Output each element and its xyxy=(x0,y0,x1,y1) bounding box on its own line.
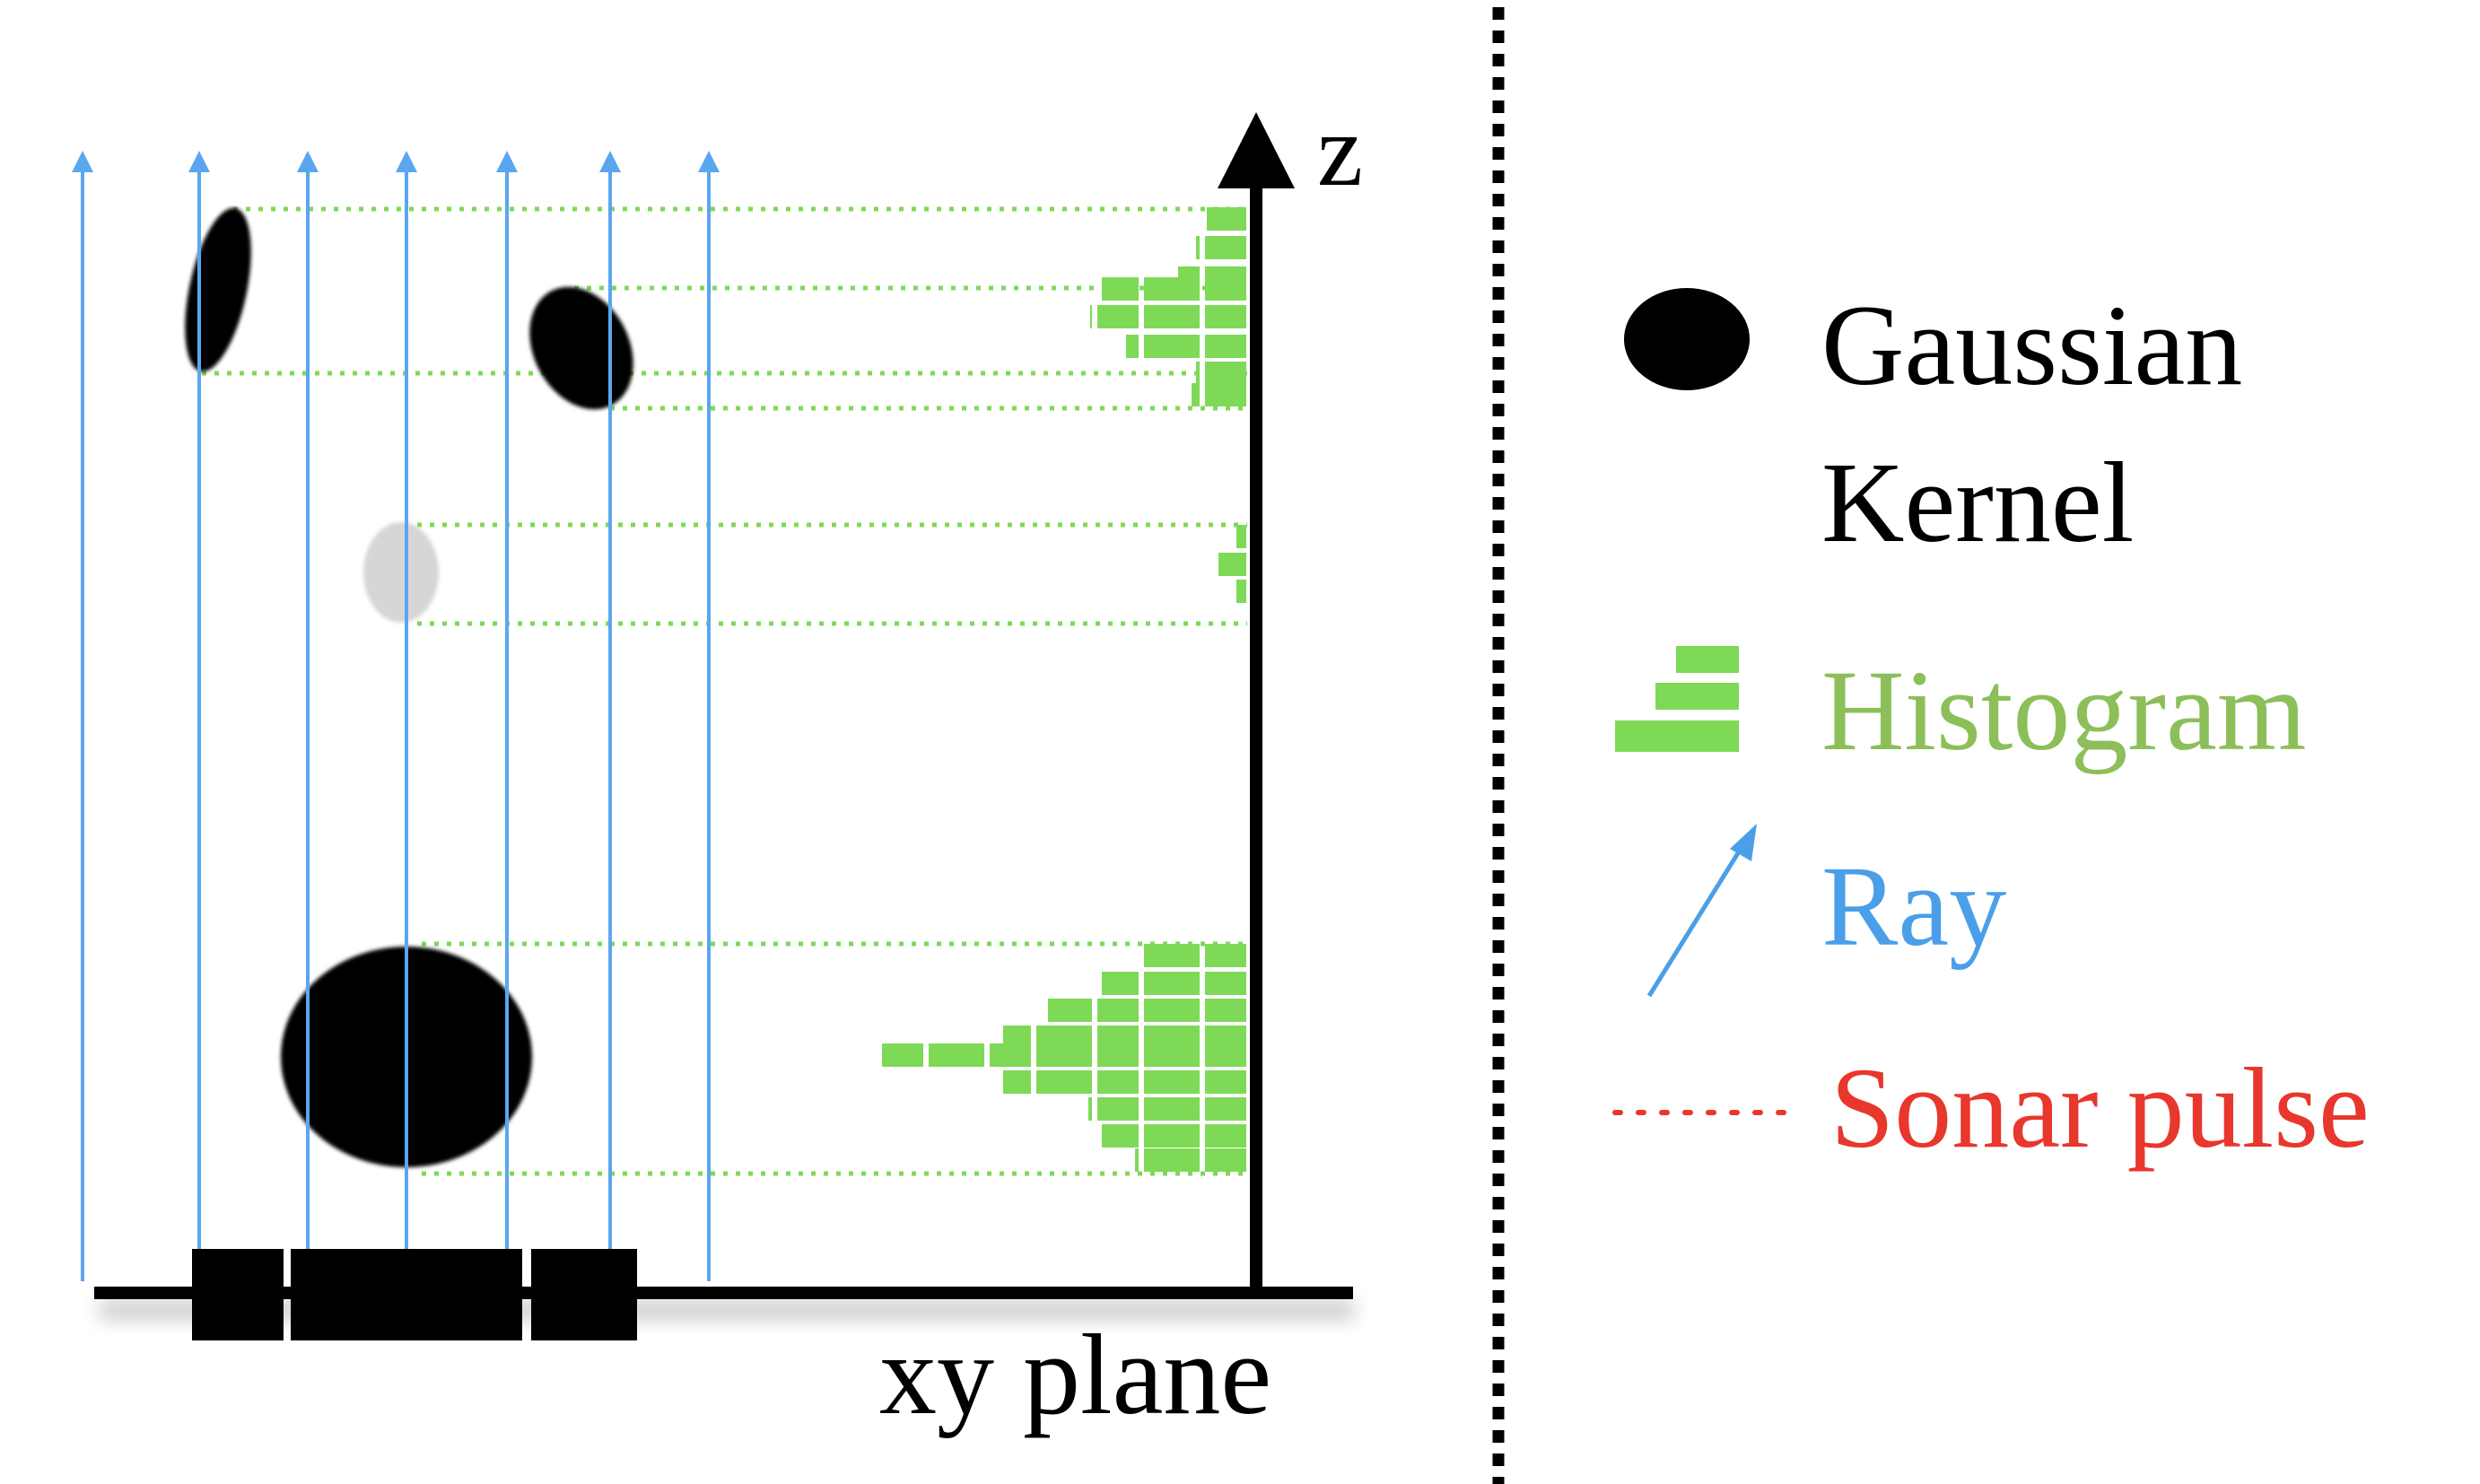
histogram-brick xyxy=(1144,1043,1200,1067)
histogram-brick xyxy=(1144,944,1200,967)
histogram-brick xyxy=(1036,1043,1092,1067)
histogram-brick xyxy=(1196,236,1200,259)
histograms xyxy=(882,207,1246,1172)
rays xyxy=(72,151,720,1281)
histogram-brick xyxy=(1097,1097,1139,1121)
histogram-brick xyxy=(1144,1124,1200,1148)
histogram-brick xyxy=(1097,1070,1139,1094)
histogram-brick xyxy=(1205,1124,1246,1148)
histogram-brick xyxy=(1090,305,1092,328)
histogram-brick xyxy=(1218,553,1246,576)
histogram-brick xyxy=(1205,999,1246,1022)
histogram-brick xyxy=(1126,335,1139,358)
histogram-brick xyxy=(1097,1043,1139,1067)
histogram-brick xyxy=(1205,944,1246,967)
legend-histogram-label: Histogram xyxy=(1821,647,2306,774)
gaussian-kernels xyxy=(185,207,633,1167)
gaussian-kernel-faded xyxy=(363,522,439,623)
histogram-brick xyxy=(1144,1070,1200,1094)
legend-gaussian-line-2: Kernel xyxy=(1821,439,2134,566)
histogram-brick xyxy=(1205,236,1246,259)
histogram-brick xyxy=(1097,305,1139,328)
histogram-brick xyxy=(1205,305,1246,328)
histogram-brick xyxy=(1236,580,1246,603)
xy-plane: xy plane xyxy=(94,1249,1353,1438)
histogram-brick xyxy=(1144,972,1200,995)
histogram-brick xyxy=(1205,335,1246,358)
sonar-pulse-lines xyxy=(202,206,1247,1176)
histogram-brick xyxy=(1205,972,1246,995)
histogram-brick xyxy=(1205,1148,1246,1172)
histogram-brick xyxy=(1048,999,1092,1022)
ray-arrow-icon xyxy=(1646,824,1757,998)
histogram-brick xyxy=(1036,1070,1092,1094)
histogram-brick xyxy=(1144,335,1200,358)
plane-block xyxy=(192,1249,284,1340)
plane-block xyxy=(291,1249,522,1340)
legend: Gaussian Kernel Histogram Ray Sonar puls… xyxy=(1612,282,2370,1172)
gaussian-kernel-icon xyxy=(1624,288,1750,390)
histogram-brick xyxy=(1236,525,1246,548)
histogram-brick xyxy=(1102,1124,1139,1148)
histogram-brick xyxy=(1097,999,1139,1022)
z-axis: z xyxy=(1218,93,1363,1299)
histogram-brick xyxy=(1207,207,1246,231)
histogram-brick xyxy=(1144,1148,1200,1172)
histogram-brick xyxy=(1102,277,1139,301)
histogram-brick xyxy=(1144,999,1200,1022)
histogram-icon xyxy=(1615,646,1739,752)
histogram-brick xyxy=(1192,383,1200,406)
histogram-brick xyxy=(1135,1148,1139,1172)
z-axis-label: z xyxy=(1317,93,1363,207)
histogram-brick xyxy=(882,1043,923,1067)
legend-sonar-pulse-label: Sonar pulse xyxy=(1830,1044,2370,1172)
histogram-brick xyxy=(1144,305,1200,328)
plane-block xyxy=(531,1249,637,1340)
histogram-brick xyxy=(1003,1070,1031,1094)
histogram-brick xyxy=(1205,383,1246,406)
histogram-brick xyxy=(1205,1043,1246,1067)
histogram-brick xyxy=(1205,1097,1246,1121)
histogram-brick xyxy=(1205,277,1246,301)
histogram-brick xyxy=(1205,362,1246,385)
histogram-brick xyxy=(929,1043,984,1067)
z-axis-arrowhead xyxy=(1218,112,1295,188)
xy-plane-label: xy plane xyxy=(879,1311,1271,1438)
histogram-brick xyxy=(1144,1097,1200,1121)
histogram-brick xyxy=(1102,972,1139,995)
gaussian-kernel xyxy=(185,207,251,372)
histogram-brick xyxy=(1144,277,1200,301)
legend-gaussian-line-1: Gaussian xyxy=(1821,282,2242,409)
histogram-brick xyxy=(1088,1097,1092,1121)
histogram-brick xyxy=(990,1043,1031,1067)
gaussian-kernel xyxy=(529,286,633,410)
legend-ray-label: Ray xyxy=(1821,842,2006,970)
histogram-brick xyxy=(1196,362,1200,385)
histogram-brick xyxy=(1205,1070,1246,1094)
